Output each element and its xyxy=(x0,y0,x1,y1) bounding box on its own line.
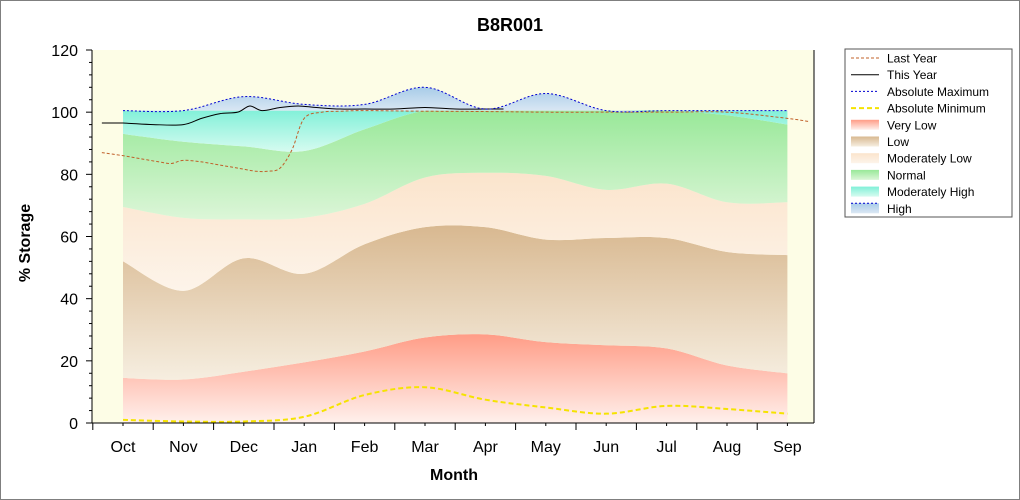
chart-title: B8R001 xyxy=(477,15,543,35)
x-tick-label: Dec xyxy=(230,439,258,456)
y-tick-label: 40 xyxy=(60,292,78,309)
legend-label-high: High xyxy=(887,202,912,216)
band-moderately-high xyxy=(123,109,788,152)
legend-label-moderately-low: Moderately Low xyxy=(887,152,972,166)
legend-label-absolute-maximum: Absolute Maximum xyxy=(887,85,989,99)
y-tick-label: 20 xyxy=(60,354,78,371)
line-last-year xyxy=(101,110,809,173)
line-absolute-minimum xyxy=(122,386,788,423)
x-tick-label: Sep xyxy=(773,439,802,456)
x-tick-label: Aug xyxy=(713,439,741,456)
band-high xyxy=(123,87,788,112)
legend-label-absolute-minimum: Absolute Minimum xyxy=(887,102,986,116)
y-tick-label: 60 xyxy=(60,230,78,247)
y-tick-label: 120 xyxy=(51,43,78,60)
y-tick-label: 80 xyxy=(60,167,78,184)
legend-swatch-very-low xyxy=(851,119,879,130)
legend: Last Year This Year Absolute Maximum Absolu… xyxy=(844,48,1013,218)
y-axis-label: % Storage xyxy=(17,204,34,282)
bands-layer xyxy=(123,87,788,423)
legend-swatch-moderately-high xyxy=(851,186,879,197)
legend-label-very-low: Very Low xyxy=(887,118,937,132)
legend-label-this-year: This Year xyxy=(887,68,937,82)
legend-label-normal: Normal xyxy=(887,168,926,182)
lines-layer xyxy=(101,86,809,423)
x-tick-label: Jun xyxy=(593,439,619,456)
legend-swatch-low xyxy=(851,136,879,147)
x-tick-label: Jul xyxy=(656,439,676,456)
band-low xyxy=(123,225,788,380)
legend-swatch-moderately-low xyxy=(851,153,879,164)
axes-layer: 0 20 40 60 80 100 120 Oct Nov Dec Jan Feb Mar Apr May J… xyxy=(51,43,815,456)
x-tick-label: Oct xyxy=(111,439,136,456)
band-very-low xyxy=(123,334,788,423)
x-tick-label: May xyxy=(531,439,561,456)
legend-swatch-normal xyxy=(851,169,879,180)
legend-swatch-high xyxy=(851,203,879,214)
legend-label-moderately-high: Moderately High xyxy=(887,185,974,199)
band-normal xyxy=(123,109,788,220)
y-tick-label: 100 xyxy=(51,105,78,122)
x-tick-label: Feb xyxy=(351,439,379,456)
x-tick-label: Jan xyxy=(291,439,317,456)
legend-label-last-year: Last Year xyxy=(887,52,937,66)
x-tick-label: Apr xyxy=(473,439,499,456)
legend-label-low: Low xyxy=(887,135,909,149)
x-axis-label: Month xyxy=(430,467,478,484)
y-tick-label: 0 xyxy=(69,416,78,433)
line-this-year xyxy=(101,105,504,126)
band-moderately-low xyxy=(123,172,788,291)
x-tick-label: Nov xyxy=(169,439,197,456)
x-tick-label: Mar xyxy=(411,439,439,456)
